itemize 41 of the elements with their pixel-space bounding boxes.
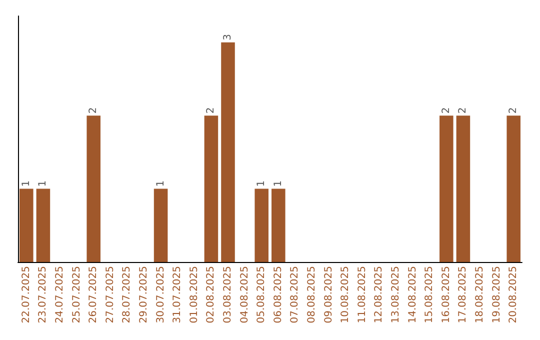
- x-tick-label: 07.08.2025: [290, 266, 301, 324]
- data-label: 2: [458, 107, 469, 114]
- x-tick-label: 30.07.2025: [155, 266, 166, 324]
- data-label: 1: [256, 180, 268, 187]
- x-tick-label: 05.08.2025: [256, 266, 268, 324]
- data-label: 1: [20, 180, 32, 187]
- x-tick-label: 22.07.2025: [20, 266, 32, 324]
- x-tick-label: 03.08.2025: [222, 266, 234, 324]
- data-label: 2: [440, 107, 452, 114]
- x-tick-label: 04.08.2025: [239, 266, 250, 324]
- x-tick-label: 24.07.2025: [54, 266, 66, 324]
- x-tick-label: 27.07.2025: [104, 266, 116, 324]
- x-tick-label: 17.08.2025: [458, 266, 469, 324]
- x-tick-label: 09.08.2025: [323, 266, 334, 324]
- x-tick-label: 19.08.2025: [491, 266, 502, 324]
- x-tick-label: 11.08.2025: [356, 266, 368, 324]
- x-tick-label: 23.07.2025: [38, 266, 49, 324]
- x-tick-label: 12.08.2025: [374, 266, 385, 324]
- x-tick-label: 18.08.2025: [474, 266, 486, 324]
- data-label: 2: [88, 107, 100, 114]
- data-label: 1: [272, 180, 284, 187]
- x-tick-label: 20.08.2025: [508, 266, 520, 324]
- x-tick-label: 25.07.2025: [71, 266, 82, 324]
- x-tick-label: 01.08.2025: [188, 266, 200, 324]
- data-label: 1: [38, 180, 49, 187]
- x-tick-label: 13.08.2025: [390, 266, 402, 324]
- x-tick-label: 14.08.2025: [407, 266, 418, 324]
- x-tick-label: 06.08.2025: [272, 266, 284, 324]
- data-label: 3: [222, 34, 234, 40]
- data-label: 2: [508, 107, 520, 114]
- x-tick-label: 16.08.2025: [440, 266, 452, 324]
- x-tick-label: 15.08.2025: [424, 266, 436, 324]
- data-label: 2: [206, 107, 217, 114]
- x-tick-label: 02.08.2025: [206, 266, 217, 324]
- x-tick-label: 08.08.2025: [306, 266, 318, 324]
- data-label: 1: [155, 180, 166, 187]
- x-tick-label: 26.07.2025: [88, 266, 100, 324]
- x-tick-label: 29.07.2025: [138, 266, 150, 324]
- x-tick-label: 10.08.2025: [340, 266, 352, 324]
- x-tick-label: 28.07.2025: [122, 266, 133, 324]
- x-tick-label: 31.07.2025: [172, 266, 184, 324]
